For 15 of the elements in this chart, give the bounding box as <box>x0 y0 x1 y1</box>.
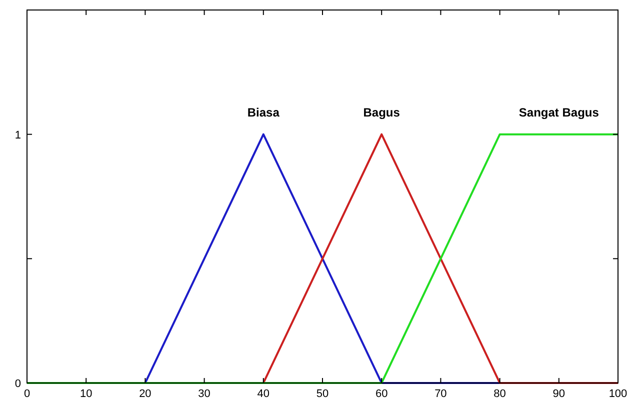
x-tick-label: 70 <box>434 388 447 400</box>
x-tick-label: 0 <box>24 388 30 400</box>
x-tick-label: 30 <box>198 388 210 400</box>
x-tick-label: 20 <box>139 388 152 400</box>
series-label: Biasa <box>247 105 280 120</box>
x-tick-label: 100 <box>608 388 628 400</box>
series-label: Bagus <box>363 105 400 120</box>
y-tick-label: 1 <box>14 129 21 142</box>
series-label: Sangat Bagus <box>518 105 600 120</box>
x-tick-label: 90 <box>552 388 566 400</box>
x-tick-label: 10 <box>80 388 92 400</box>
x-tick-label: 40 <box>257 388 270 400</box>
x-tick-label: 80 <box>494 388 506 400</box>
x-tick-label: 60 <box>375 388 388 400</box>
x-tick-label: 50 <box>316 388 329 400</box>
